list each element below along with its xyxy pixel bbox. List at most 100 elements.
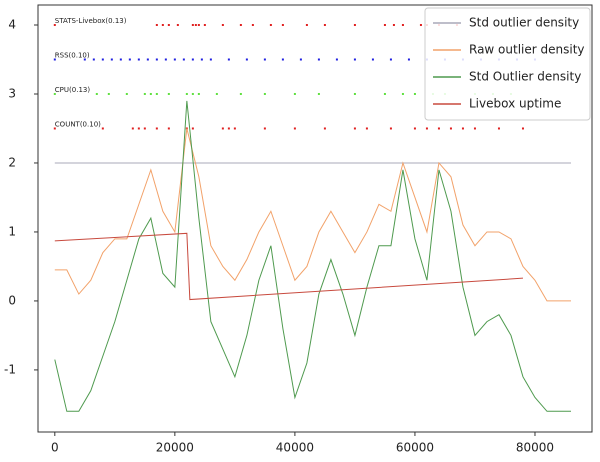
event-dot [83,58,86,61]
event-dot [317,92,320,95]
event-dot [143,92,146,95]
event-dot [101,58,104,61]
event-dot [401,24,404,27]
event-dot [221,127,224,130]
event-dot [419,24,422,27]
event-dot [101,127,104,130]
event-dot [389,58,392,61]
plot-frame [37,4,593,433]
event-dot [119,58,122,61]
event-dot [461,127,464,130]
event-dot [185,92,188,95]
event-dot [263,127,266,130]
event-dot [353,58,356,61]
event-dot [137,58,140,61]
event-dot [203,24,206,27]
event-dot [176,24,179,27]
event-dot [407,58,410,61]
event-dot [263,92,266,95]
x-tick-label: 40000 [276,441,314,455]
event-dot [263,58,266,61]
event-dot [215,92,218,95]
event-dot [107,92,110,95]
event-dot [239,24,242,27]
row-label: CPU(0.13) [55,86,91,94]
row-label: COUNT(0.10) [55,120,101,128]
event-dot [194,24,197,27]
event-dot [167,92,170,95]
y-tick-label: 0 [8,293,16,307]
event-dot [149,92,152,95]
event-dot [197,24,200,27]
event-dot [221,24,224,27]
event-dot [317,58,320,61]
series-line [54,128,571,302]
event-dot [53,127,56,130]
event-dot [281,58,284,61]
legend-label: Std outlier density [469,16,579,30]
event-dot [128,58,131,61]
event-dot [245,58,248,61]
legend-box [424,7,591,121]
event-dot [200,58,203,61]
event-dot [323,127,326,130]
event-dot [353,127,356,130]
event-dot [449,127,452,130]
event-dot [383,92,386,95]
event-dot [155,58,158,61]
event-dot [191,24,194,27]
event-dot [233,127,236,130]
event-dot [155,24,158,27]
event-dot [155,92,158,95]
event-dot [353,92,356,95]
event-dot [413,92,416,95]
x-tick-label: 0 [51,441,59,455]
event-dot [191,92,194,95]
event-dot [167,127,170,130]
x-tick-label: 60000 [396,441,434,455]
event-dot [251,24,254,27]
event-dot [299,58,302,61]
series-line [54,232,524,301]
series-line [54,100,571,412]
event-dot [95,92,98,95]
event-dot [323,24,326,27]
event-dot [401,92,404,95]
event-dot [146,58,149,61]
event-dot [353,24,356,27]
event-dot [227,58,230,61]
event-dot [293,127,296,130]
event-dot [53,58,56,61]
event-dot [392,24,395,27]
event-dot [182,58,185,61]
event-dot [305,24,308,27]
event-dot [125,92,128,95]
event-dot [137,127,140,130]
event-dot [383,24,386,27]
event-dot [371,58,374,61]
row-label: STATS-Livebox(0.13) [55,17,127,25]
event-dot [293,92,296,95]
event-dot [269,24,272,27]
event-dot [473,127,476,130]
event-dot [437,127,440,130]
event-dot [497,127,500,130]
y-tick-label: 4 [8,18,16,32]
event-dot [161,24,164,27]
x-tick-label: 80000 [516,441,554,455]
event-dot [143,127,146,130]
y-tick-label: 3 [8,86,16,100]
event-dot [173,58,176,61]
event-dot [92,58,95,61]
x-tick-label: 20000 [156,441,194,455]
y-tick-label: 2 [8,155,16,169]
legend-label: Livebox uptime [469,97,561,111]
event-dot [389,127,392,130]
y-tick-label: -1 [4,362,16,376]
event-dot [164,58,167,61]
event-dot [155,127,158,130]
event-dot [365,127,368,130]
event-dot [191,127,194,130]
event-dot [191,58,194,61]
event-dot [335,58,338,61]
